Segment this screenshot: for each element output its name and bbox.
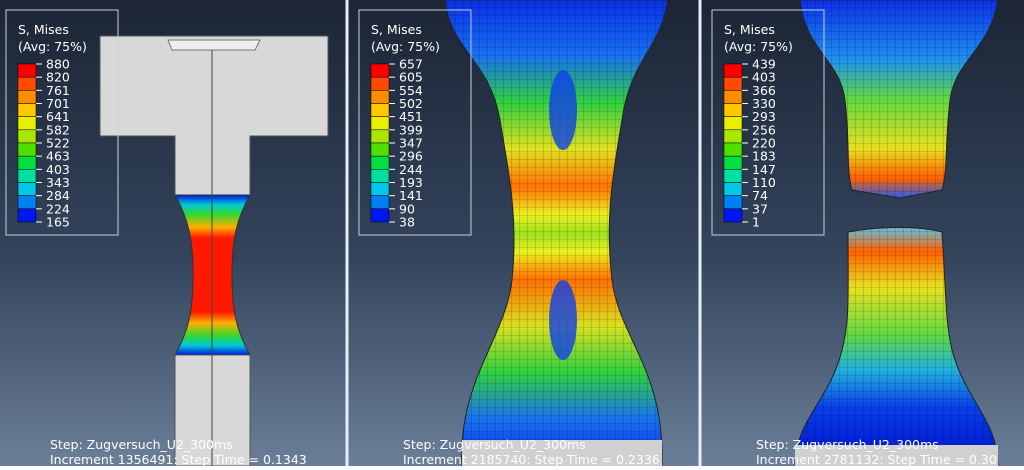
legend-label: 641	[46, 109, 70, 124]
increment-label: Increment 1356491: Step Time = 0.1343	[50, 452, 307, 466]
legend-label: 343	[46, 175, 70, 190]
legend-label: 820	[46, 70, 70, 85]
legend-label: 403	[752, 70, 776, 85]
step-label: Step: Zugversuch_U2_300ms	[756, 437, 939, 452]
legend-swatch	[17, 116, 37, 131]
legend-subtitle: (Avg: 75%)	[724, 39, 793, 54]
legend-swatch	[370, 182, 390, 196]
legend-label: 554	[399, 83, 423, 98]
legend-label: 399	[399, 122, 423, 137]
legend-label: 183	[752, 149, 776, 164]
legend-swatch	[17, 90, 37, 104]
legend-label: 502	[399, 96, 423, 111]
legend-label: 296	[399, 149, 423, 164]
legend-swatch	[17, 63, 37, 78]
legend-label: 582	[46, 122, 70, 137]
legend-swatch	[370, 169, 390, 183]
legend-swatch	[723, 142, 743, 157]
legend-label: 141	[399, 188, 423, 203]
legend-label: 403	[46, 162, 70, 177]
legend-label: 463	[46, 149, 70, 164]
legend-swatch	[723, 116, 743, 131]
legend-box	[711, 9, 825, 236]
legend-swatch	[17, 208, 37, 223]
legend-label: 1	[752, 215, 760, 230]
legend-swatch	[370, 90, 390, 104]
legend-label: 880	[46, 57, 70, 72]
legend-swatch	[723, 90, 743, 104]
legend-label: 293	[752, 109, 776, 124]
legend-title: S, Mises	[724, 22, 775, 37]
legend-swatch	[370, 155, 390, 170]
legend-label: 439	[752, 57, 776, 72]
legend-label: 522	[46, 136, 70, 151]
legend-swatch	[723, 63, 743, 78]
legend-label: 90	[399, 201, 415, 216]
step-label: Step: Zugversuch_U2_300ms	[50, 437, 233, 452]
legend-swatch	[370, 195, 390, 210]
legend-swatch	[17, 103, 37, 117]
legend-swatch	[723, 129, 743, 144]
legend-label: 366	[752, 83, 776, 98]
legend-swatch	[723, 169, 743, 183]
legend-swatch	[17, 182, 37, 196]
legend-swatch	[723, 208, 743, 223]
legend-swatch	[17, 76, 37, 91]
legend-label: 330	[752, 96, 776, 111]
legend-swatch	[370, 63, 390, 78]
legend-subtitle: (Avg: 75%)	[18, 39, 87, 54]
legend-label: 256	[752, 122, 776, 137]
legend-label: 761	[46, 83, 70, 98]
legend-swatch	[17, 169, 37, 183]
specimen-2	[444, 0, 669, 467]
legend-label: 701	[46, 96, 70, 111]
legend-subtitle: (Avg: 75%)	[371, 39, 440, 54]
legend-label: 38	[399, 215, 415, 230]
legend-swatch	[723, 155, 743, 170]
increment-label: Increment 2185740: Step Time = 0.2336	[403, 452, 660, 466]
legend-title: S, Mises	[18, 22, 69, 37]
legend-swatch	[370, 116, 390, 131]
legend-box	[358, 9, 472, 236]
legend-swatch	[370, 103, 390, 117]
legend-swatch	[723, 182, 743, 196]
legend-swatch	[723, 195, 743, 210]
legend-label: 224	[46, 201, 70, 216]
legend-swatch	[723, 103, 743, 117]
legend-swatch	[723, 76, 743, 91]
step-label: Step: Zugversuch_U2_300ms	[403, 437, 586, 452]
legend-label: 244	[399, 162, 423, 177]
specimen-3	[794, 0, 999, 467]
legend-swatch	[17, 129, 37, 144]
legend-label: 657	[399, 57, 423, 72]
legend-label: 451	[399, 109, 423, 124]
legend-label: 147	[752, 162, 776, 177]
legend-swatch	[17, 155, 37, 170]
legend-label: 37	[752, 201, 768, 216]
legend-box	[5, 9, 119, 236]
legend-swatch	[370, 208, 390, 223]
increment-label: Increment 2781132: Step Time = 0.30	[756, 452, 997, 466]
legend-label: 347	[399, 136, 423, 151]
legend-label: 605	[399, 70, 423, 85]
legend-label: 284	[46, 188, 70, 203]
legend-label: 110	[752, 175, 776, 190]
legend-label: 220	[752, 136, 776, 151]
legend-swatch	[370, 142, 390, 157]
legend-label: 165	[46, 215, 70, 230]
legend-swatch	[17, 142, 37, 157]
legend-swatch	[370, 76, 390, 91]
legend-title: S, Mises	[371, 22, 422, 37]
legend-label: 74	[752, 188, 768, 203]
legend-swatch	[17, 195, 37, 210]
legend-label: 193	[399, 175, 423, 190]
legend-swatch	[370, 129, 390, 144]
specimen-1	[99, 35, 329, 467]
